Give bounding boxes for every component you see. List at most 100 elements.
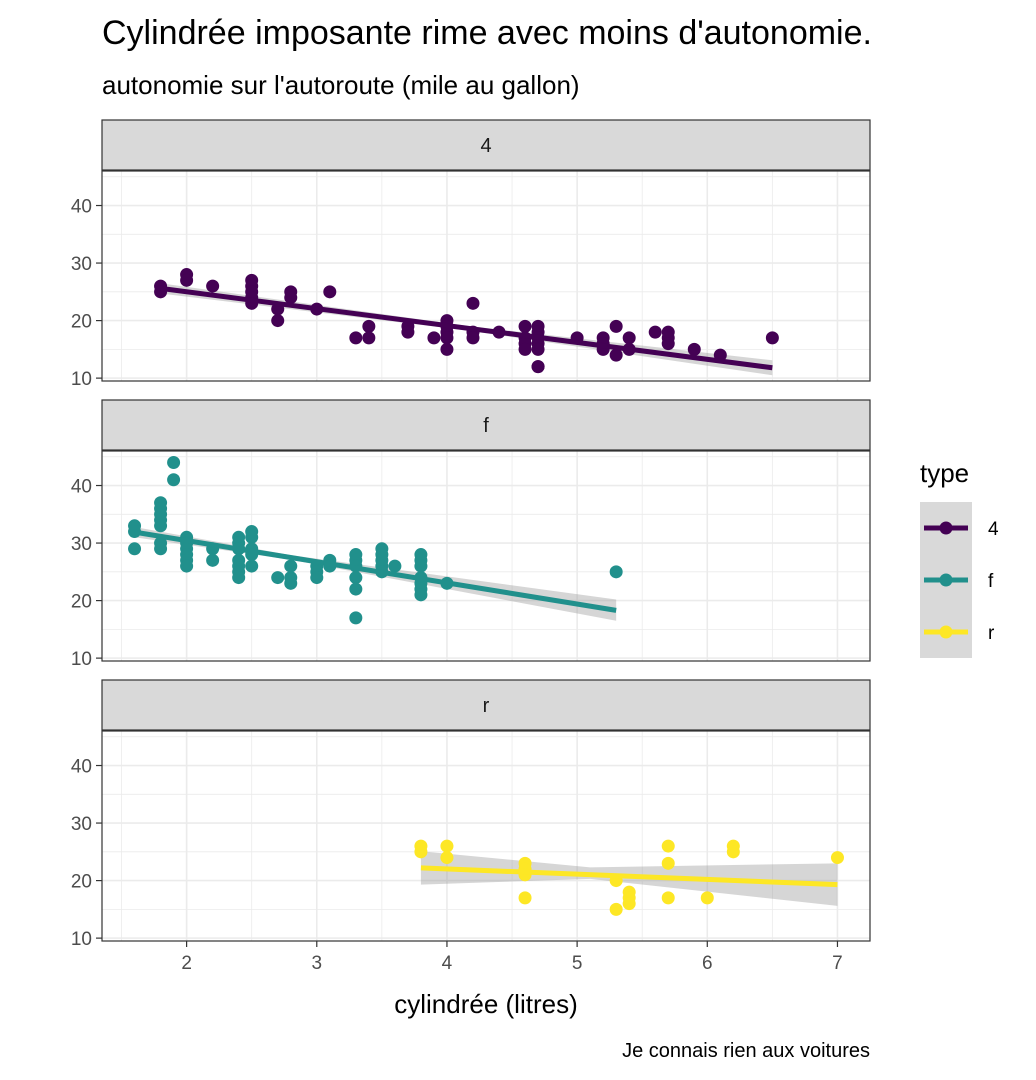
facet-strip: [101, 119, 871, 171]
data-point: [661, 891, 675, 905]
x-tick-label: 2: [181, 953, 192, 974]
x-tick-label: 7: [832, 953, 843, 974]
legend-label: 4: [988, 519, 999, 540]
data-point: [284, 291, 298, 305]
data-point: [440, 342, 454, 356]
data-point: [609, 348, 623, 362]
data-point: [440, 331, 454, 345]
legend-key-4: 4: [920, 502, 999, 554]
data-point: [531, 342, 545, 356]
data-point: [349, 331, 363, 345]
data-point: [440, 851, 454, 865]
data-point: [518, 891, 532, 905]
legend-key-r: r: [920, 606, 995, 658]
facet-panel-r: r 10 20 30 40: [71, 679, 871, 950]
data-point: [414, 559, 428, 573]
x-tick-label: 5: [572, 953, 583, 974]
data-point: [154, 542, 168, 556]
y-tick-label: 20: [71, 592, 92, 613]
data-point: [466, 296, 480, 310]
legend-title: type: [920, 458, 969, 488]
data-point: [427, 331, 441, 345]
y-tick-label: 10: [71, 649, 92, 670]
data-point: [362, 319, 376, 333]
y-tick-label: 10: [71, 929, 92, 950]
panel-border: [101, 170, 871, 382]
points-r: [414, 839, 844, 916]
data-point: [765, 331, 779, 345]
data-point: [609, 902, 623, 916]
trend-line: [134, 529, 617, 613]
y-tick-label: 20: [71, 872, 92, 893]
data-point: [349, 571, 363, 585]
facet-strip-label: 4: [480, 135, 491, 157]
data-point: [271, 571, 285, 585]
facet-panels: 4 10 20 30 40 f 10 20 30 40 r 10 20 30 40: [71, 119, 871, 950]
data-point: [128, 542, 142, 556]
legend: type 4 f r: [920, 458, 999, 658]
data-point: [648, 325, 662, 339]
data-point: [167, 456, 181, 470]
data-point: [206, 279, 220, 293]
data-point: [180, 273, 194, 287]
panel-border: [101, 450, 871, 662]
data-point: [700, 891, 714, 905]
data-point: [271, 314, 285, 328]
chart-subtitle: autonomie sur l'autoroute (mile au gallo…: [102, 70, 580, 100]
data-point: [401, 325, 415, 339]
data-point: [245, 530, 259, 544]
legend-key-f: f: [920, 554, 994, 606]
legend-key-point: [939, 573, 953, 587]
data-point: [518, 342, 532, 356]
y-tick-label: 40: [71, 477, 92, 498]
data-point: [414, 588, 428, 602]
chart-title: Cylindrée imposante rime avec moins d'au…: [102, 14, 872, 52]
facet-strip: [101, 399, 871, 451]
chart-caption: Je connais rien aux voitures: [622, 1040, 870, 1062]
trend-line: [160, 285, 773, 371]
data-point: [466, 331, 480, 345]
legend-key-point: [939, 625, 953, 639]
data-point: [349, 582, 363, 596]
x-tick-label: 4: [442, 953, 453, 974]
y-tick-label: 40: [71, 197, 92, 218]
data-point: [388, 559, 402, 573]
trend-line: [420, 865, 838, 888]
data-point: [362, 331, 376, 345]
x-tick-label: 6: [702, 953, 713, 974]
data-point: [440, 839, 454, 853]
facet-panel-4: 4 10 20 30 40: [71, 119, 871, 390]
data-point: [414, 845, 428, 859]
data-point: [518, 319, 532, 333]
data-point: [661, 337, 675, 351]
data-point: [284, 559, 298, 573]
legend-label: f: [988, 571, 994, 592]
data-point: [609, 565, 623, 579]
data-point: [284, 576, 298, 590]
data-point: [154, 519, 168, 533]
data-point: [531, 360, 545, 374]
data-point: [687, 342, 701, 356]
panel-border: [101, 730, 871, 942]
data-point: [180, 559, 194, 573]
x-tick-label: 3: [311, 953, 322, 974]
y-tick-label: 30: [71, 254, 92, 275]
y-tick-label: 10: [71, 369, 92, 390]
data-point: [830, 851, 844, 865]
data-point: [323, 285, 337, 299]
data-point: [661, 856, 675, 870]
gridlines: [102, 171, 870, 381]
data-point: [661, 839, 675, 853]
data-point: [609, 319, 623, 333]
data-point: [349, 611, 363, 625]
facet-strip-label: r: [483, 695, 490, 717]
data-point: [622, 331, 636, 345]
y-tick-label: 30: [71, 534, 92, 555]
legend-key-point: [939, 521, 953, 535]
facet-panel-f: f 10 20 30 40: [71, 399, 871, 670]
data-point: [206, 553, 220, 567]
y-tick-label: 30: [71, 814, 92, 835]
data-point: [232, 571, 246, 585]
legend-label: r: [988, 623, 995, 644]
facet-strip: [101, 679, 871, 731]
